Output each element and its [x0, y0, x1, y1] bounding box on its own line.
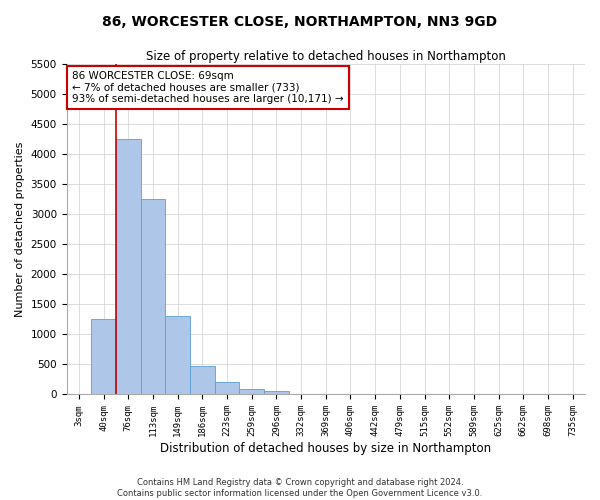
Bar [190, 366, 215, 394]
Bar [264, 391, 289, 394]
Text: Contains HM Land Registry data © Crown copyright and database right 2024.
Contai: Contains HM Land Registry data © Crown c… [118, 478, 482, 498]
Y-axis label: Number of detached properties: Number of detached properties [15, 142, 25, 317]
Bar [239, 389, 264, 394]
Bar [215, 382, 239, 394]
Title: Size of property relative to detached houses in Northampton: Size of property relative to detached ho… [146, 50, 506, 63]
Bar [91, 320, 116, 394]
X-axis label: Distribution of detached houses by size in Northampton: Distribution of detached houses by size … [160, 442, 491, 455]
Bar [116, 139, 140, 394]
Text: 86 WORCESTER CLOSE: 69sqm
← 7% of detached houses are smaller (733)
93% of semi-: 86 WORCESTER CLOSE: 69sqm ← 7% of detach… [72, 71, 343, 104]
Bar [140, 200, 165, 394]
Bar [165, 316, 190, 394]
Text: 86, WORCESTER CLOSE, NORTHAMPTON, NN3 9GD: 86, WORCESTER CLOSE, NORTHAMPTON, NN3 9G… [103, 15, 497, 29]
